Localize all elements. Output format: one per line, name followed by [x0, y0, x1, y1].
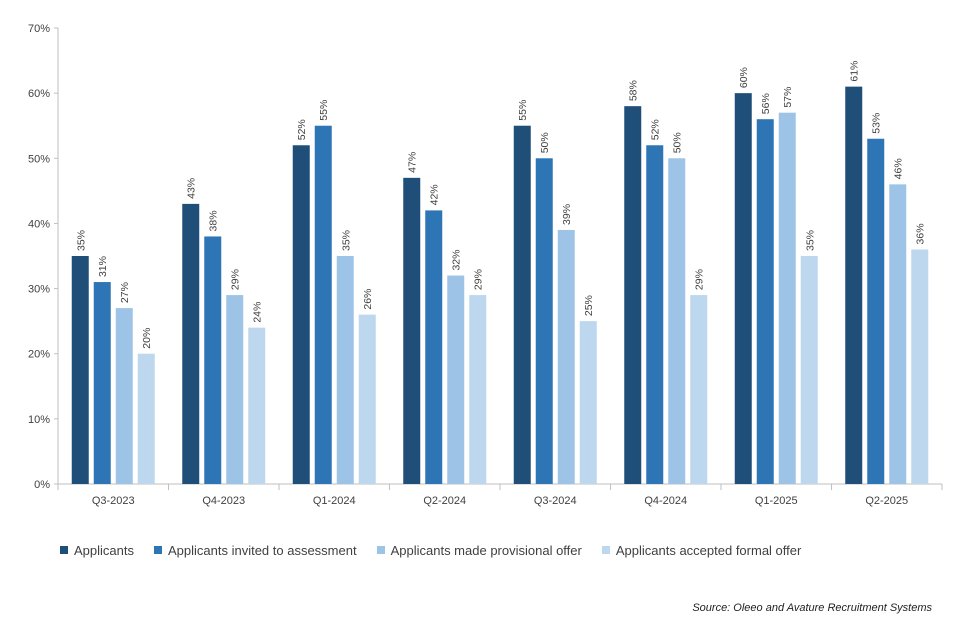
y-tick-label: 30%	[28, 284, 50, 296]
y-tick-label: 20%	[28, 349, 50, 361]
legend-swatch	[60, 546, 68, 554]
y-tick-label: 10%	[28, 414, 50, 426]
data-label: 55%	[318, 100, 330, 121]
data-label: 29%	[230, 269, 242, 290]
data-label: 38%	[208, 210, 220, 231]
bar	[535, 158, 553, 485]
bar	[403, 177, 421, 485]
bar	[115, 308, 133, 484]
bar	[800, 256, 818, 484]
data-label: 42%	[429, 184, 441, 205]
data-label: 43%	[186, 178, 198, 199]
bar	[182, 203, 200, 484]
data-label: 25%	[583, 295, 595, 316]
bar	[845, 86, 863, 484]
legend-label: Applicants accepted formal offer	[615, 542, 802, 558]
data-label: 56%	[760, 93, 772, 114]
x-tick-label: Q4-2023	[202, 495, 245, 507]
data-label: 20%	[141, 328, 153, 349]
legend-item: Applicants made provisional offer	[376, 542, 582, 558]
legend: Applicants Applicants invited to assessme…	[60, 540, 940, 560]
data-label: 50%	[672, 132, 684, 153]
data-label: 36%	[915, 223, 927, 244]
legend-swatch	[376, 546, 385, 554]
y-tick-label: 0%	[34, 479, 50, 491]
data-label: 52%	[650, 119, 662, 140]
legend-label: Applicants made provisional offer	[390, 542, 582, 558]
bar	[646, 145, 664, 484]
bar	[867, 138, 885, 484]
data-label: 52%	[296, 119, 308, 140]
data-label: 35%	[340, 230, 352, 251]
x-tick-label: Q3-2023	[92, 495, 135, 507]
y-tick-label: 50%	[28, 153, 50, 165]
source-note: Source: Oleeo and Avature Recruitment Sy…	[692, 602, 932, 614]
bar	[248, 327, 266, 484]
data-label: 60%	[738, 67, 750, 88]
bar	[469, 295, 487, 484]
y-tick-label: 60%	[28, 88, 50, 100]
data-label: 35%	[804, 230, 816, 251]
x-tick-label: Q1-2025	[755, 495, 798, 507]
bar	[336, 256, 354, 484]
legend-label: Applicants invited to assessment	[167, 542, 357, 558]
bar	[71, 256, 89, 484]
data-label: 32%	[451, 250, 463, 271]
bar	[911, 249, 929, 484]
bar	[292, 145, 310, 484]
bar	[226, 295, 244, 484]
bar	[93, 282, 111, 484]
data-label: 29%	[694, 269, 706, 290]
bar-chart: 0% 10% 20% 30% 40% 50% 60% 70% 35% 31% 27% 20% Q3-20…	[28, 23, 943, 507]
x-tick-label: Q2-2025	[865, 495, 908, 507]
bar	[358, 314, 376, 484]
data-label: 50%	[539, 132, 551, 153]
data-label: 35%	[75, 230, 87, 251]
bar	[889, 184, 907, 485]
data-label: 55%	[517, 100, 529, 121]
data-label: 53%	[871, 113, 883, 134]
bar	[734, 93, 752, 485]
legend-item: Applicants invited to assessment	[153, 542, 357, 558]
legend-swatch	[601, 546, 610, 554]
bar	[668, 158, 686, 485]
x-tick-label: Q2-2024	[423, 495, 466, 507]
bar	[690, 295, 708, 484]
data-label: 26%	[362, 289, 374, 310]
bar	[513, 125, 531, 484]
x-tick-label: Q1-2024	[313, 495, 356, 507]
data-label: 47%	[407, 152, 419, 173]
x-tick-label: Q4-2024	[644, 495, 687, 507]
data-label: 57%	[782, 87, 794, 108]
legend-label: Applicants	[74, 542, 134, 558]
legend-swatch	[153, 546, 162, 554]
data-label: 24%	[252, 302, 264, 323]
legend-item: Applicants	[60, 543, 134, 558]
bar	[447, 275, 465, 484]
bar	[425, 210, 443, 484]
bar	[314, 125, 332, 484]
x-tick-label: Q3-2024	[534, 495, 577, 507]
bar	[778, 112, 796, 484]
y-tick-label: 40%	[28, 218, 50, 230]
bar	[204, 236, 222, 484]
bar	[557, 229, 575, 484]
data-label: 31%	[97, 256, 109, 277]
bar	[137, 353, 155, 484]
data-label: 39%	[561, 204, 573, 225]
data-label: 61%	[849, 61, 861, 82]
y-tick-label: 70%	[28, 23, 50, 35]
bar	[624, 106, 642, 485]
data-label: 58%	[628, 80, 640, 101]
bar	[579, 321, 597, 484]
legend-item: Applicants accepted formal offer	[601, 542, 802, 558]
data-label: 27%	[119, 282, 131, 303]
data-label: 29%	[473, 269, 485, 290]
data-label: 46%	[893, 158, 905, 179]
bar	[756, 119, 774, 484]
